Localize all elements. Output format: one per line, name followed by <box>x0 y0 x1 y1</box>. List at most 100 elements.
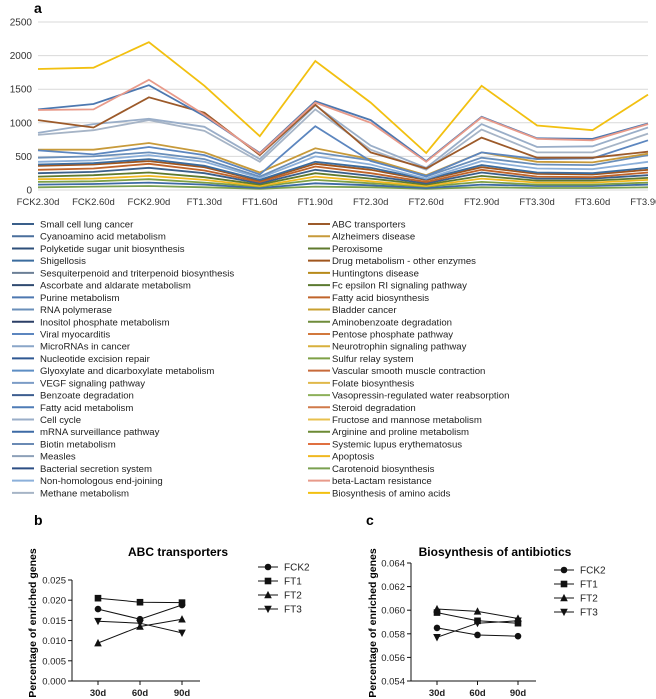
legend-label-right: Carotenoid biosynthesis <box>332 464 435 475</box>
legend-label-left: VEGF signaling pathway <box>40 378 145 389</box>
chart-c-point <box>433 624 441 632</box>
chart-b-y-tick-label: 0.000 <box>42 677 66 688</box>
legend-label-left: Biotin metabolism <box>40 439 116 450</box>
chart-b-point <box>178 629 186 638</box>
legend-label-left: Measles <box>40 452 76 463</box>
chart-a-x-ticks: FCK2.30d FCK2.60d FCK2.90d FT1.30d FT1.60d FT… <box>17 197 656 208</box>
legend-label-left: Ascorbate and aldarate metabolism <box>40 281 191 292</box>
chart-a-y-tick-label: 2000 <box>10 51 33 62</box>
chart-a-series-line <box>38 142 649 177</box>
legend-label-right: Steroid degradation <box>332 403 416 414</box>
legend-label-right: Biosynthesis of amino acids <box>332 488 451 499</box>
chart-a-y-ticks: 0 500 1000 1500 2000 2500 <box>10 18 33 197</box>
chart-c-y-tick-label: 0.060 <box>381 606 405 617</box>
chart-b-legend-marker <box>264 605 272 614</box>
chart-c-legend-marker <box>560 593 568 602</box>
legend-label-right: Pentose phosphate pathway <box>332 329 453 340</box>
chart-b-y-tick-label: 0.010 <box>42 636 66 647</box>
chart-c-legend-marker <box>560 566 568 574</box>
chart-a-x-tick-label: FT3.90d <box>630 197 656 208</box>
chart-c-x-tick-label: 90d <box>510 688 527 699</box>
legend-label-left: RNA polymerase <box>40 305 112 316</box>
chart-c-legend-label: FCK2 <box>580 566 606 577</box>
chart-b-legend-label: FT1 <box>284 577 302 588</box>
chart-c: Biosynthesis of antibiotics Percentage o… <box>367 545 606 699</box>
chart-b-point <box>94 605 102 613</box>
legend-label-left: Sesquiterpenoid and triterpenoid biosynt… <box>40 268 234 279</box>
chart-b-point <box>136 598 144 606</box>
chart-c-x-tick-label: 30d <box>429 688 446 699</box>
chart-b-y-tick-label: 0.025 <box>42 576 66 587</box>
chart-a-x-tick-label: FT3.60d <box>575 197 610 208</box>
chart-c-point <box>474 631 481 639</box>
chart-a-x-tick-label: FCK2.30d <box>17 197 60 208</box>
legend-label-left: Purine metabolism <box>40 293 119 304</box>
chart-b-title: ABC transporters <box>128 545 228 559</box>
chart-c-legend-marker <box>560 580 568 588</box>
chart-a-x-tick-label: FT2.60d <box>408 197 443 208</box>
legend-label-left: Polyketide sugar unit biosynthesis <box>40 244 185 255</box>
legend-label-right: Arginine and proline metabolism <box>332 427 469 438</box>
legend-label-left: Cyanoamino acid metabolism <box>40 232 166 243</box>
chart-a-series-line <box>37 166 649 185</box>
legend-label-right: beta-Lactam resistance <box>332 476 432 487</box>
panel-label-b: b <box>34 512 43 528</box>
chart-c-point <box>433 634 441 642</box>
legend-label-right: Peroxisome <box>332 244 383 255</box>
chart-c-point <box>473 619 482 628</box>
chart-a-x-tick-label: FT1.30d <box>187 197 222 208</box>
chart-b-point <box>94 594 102 602</box>
legend-label-left: Small cell lung cancer <box>40 220 134 231</box>
chart-b-point <box>178 599 186 606</box>
chart-a-series-line <box>37 78 649 163</box>
legend-label-right: Fructose and mannose metabolism <box>332 415 482 426</box>
chart-a-series-line <box>37 181 649 189</box>
chart-a-x-tick-label: FT1.90d <box>298 197 333 208</box>
legend-label-right: Aminobenzoate degradation <box>332 317 452 328</box>
chart-b-point <box>94 638 102 647</box>
panel-label-a: a <box>34 0 42 16</box>
legend-label-left: MicroRNAs in cancer <box>40 342 131 353</box>
legend-label-left: Methane metabolism <box>40 488 129 499</box>
chart-a-x-tick-label: FT3.30d <box>519 197 554 208</box>
chart-a-x-tick-label: FT1.60d <box>242 197 277 208</box>
chart-b-x-tick-label: 60d <box>132 688 149 699</box>
chart-b-x-tick-label: 30d <box>90 688 107 699</box>
chart-c-legend-label: FT2 <box>580 594 598 605</box>
chart-b-legend-label: FCK2 <box>284 563 310 574</box>
chart-b-point <box>136 619 144 628</box>
legend-label-right: Drug metabolism - other enzymes <box>332 256 476 267</box>
legend-label-right: Alzheimers disease <box>332 232 415 243</box>
chart-a-series-line <box>37 104 649 169</box>
chart-c-title: Biosynthesis of antibiotics <box>419 545 572 559</box>
chart-a-series-line <box>37 178 649 188</box>
chart-a-y-tick-label: 500 <box>15 152 32 163</box>
chart-a-series-line <box>37 41 649 155</box>
chart-b-legend-marker <box>264 590 272 599</box>
chart-b-y-label: Percentage of enriched genes <box>27 548 39 698</box>
legend-label-right: Fc epsilon RI signaling pathway <box>332 281 467 292</box>
chart-c-y-tick-label: 0.054 <box>381 677 405 688</box>
chart-a-series-line <box>37 162 649 183</box>
chart-b-legend-marker <box>264 563 272 571</box>
legend-label-right: Apoptosis <box>332 452 374 463</box>
chart-a-series <box>37 41 649 190</box>
legend-label-left: Benzoate degradation <box>40 391 134 402</box>
chart-a-series-line <box>37 125 649 177</box>
chart-a-y-tick-label: 0 <box>26 186 32 197</box>
chart-c-legend-label: FT3 <box>580 608 598 619</box>
chart-c-y-label: Percentage of enriched genes <box>367 548 379 698</box>
chart-c-y-tick-label: 0.058 <box>381 629 405 640</box>
chart-a-x-tick-label: FT2.30d <box>353 197 388 208</box>
chart-a-x-tick-label: FCK2.90d <box>128 197 171 208</box>
chart-a-series-line <box>37 158 649 181</box>
legend-label-right: Neurotrophin signaling pathway <box>332 342 467 353</box>
chart-b-y-tick-label: 0.020 <box>42 596 66 607</box>
chart-a-series-line <box>37 160 649 182</box>
chart-a-series-line <box>37 174 649 187</box>
chart-c-y-tick-label: 0.062 <box>381 582 405 593</box>
chart-a-series-line <box>37 171 649 186</box>
chart-c-y-tick-label: 0.056 <box>381 653 405 664</box>
chart-c-point <box>473 607 482 615</box>
